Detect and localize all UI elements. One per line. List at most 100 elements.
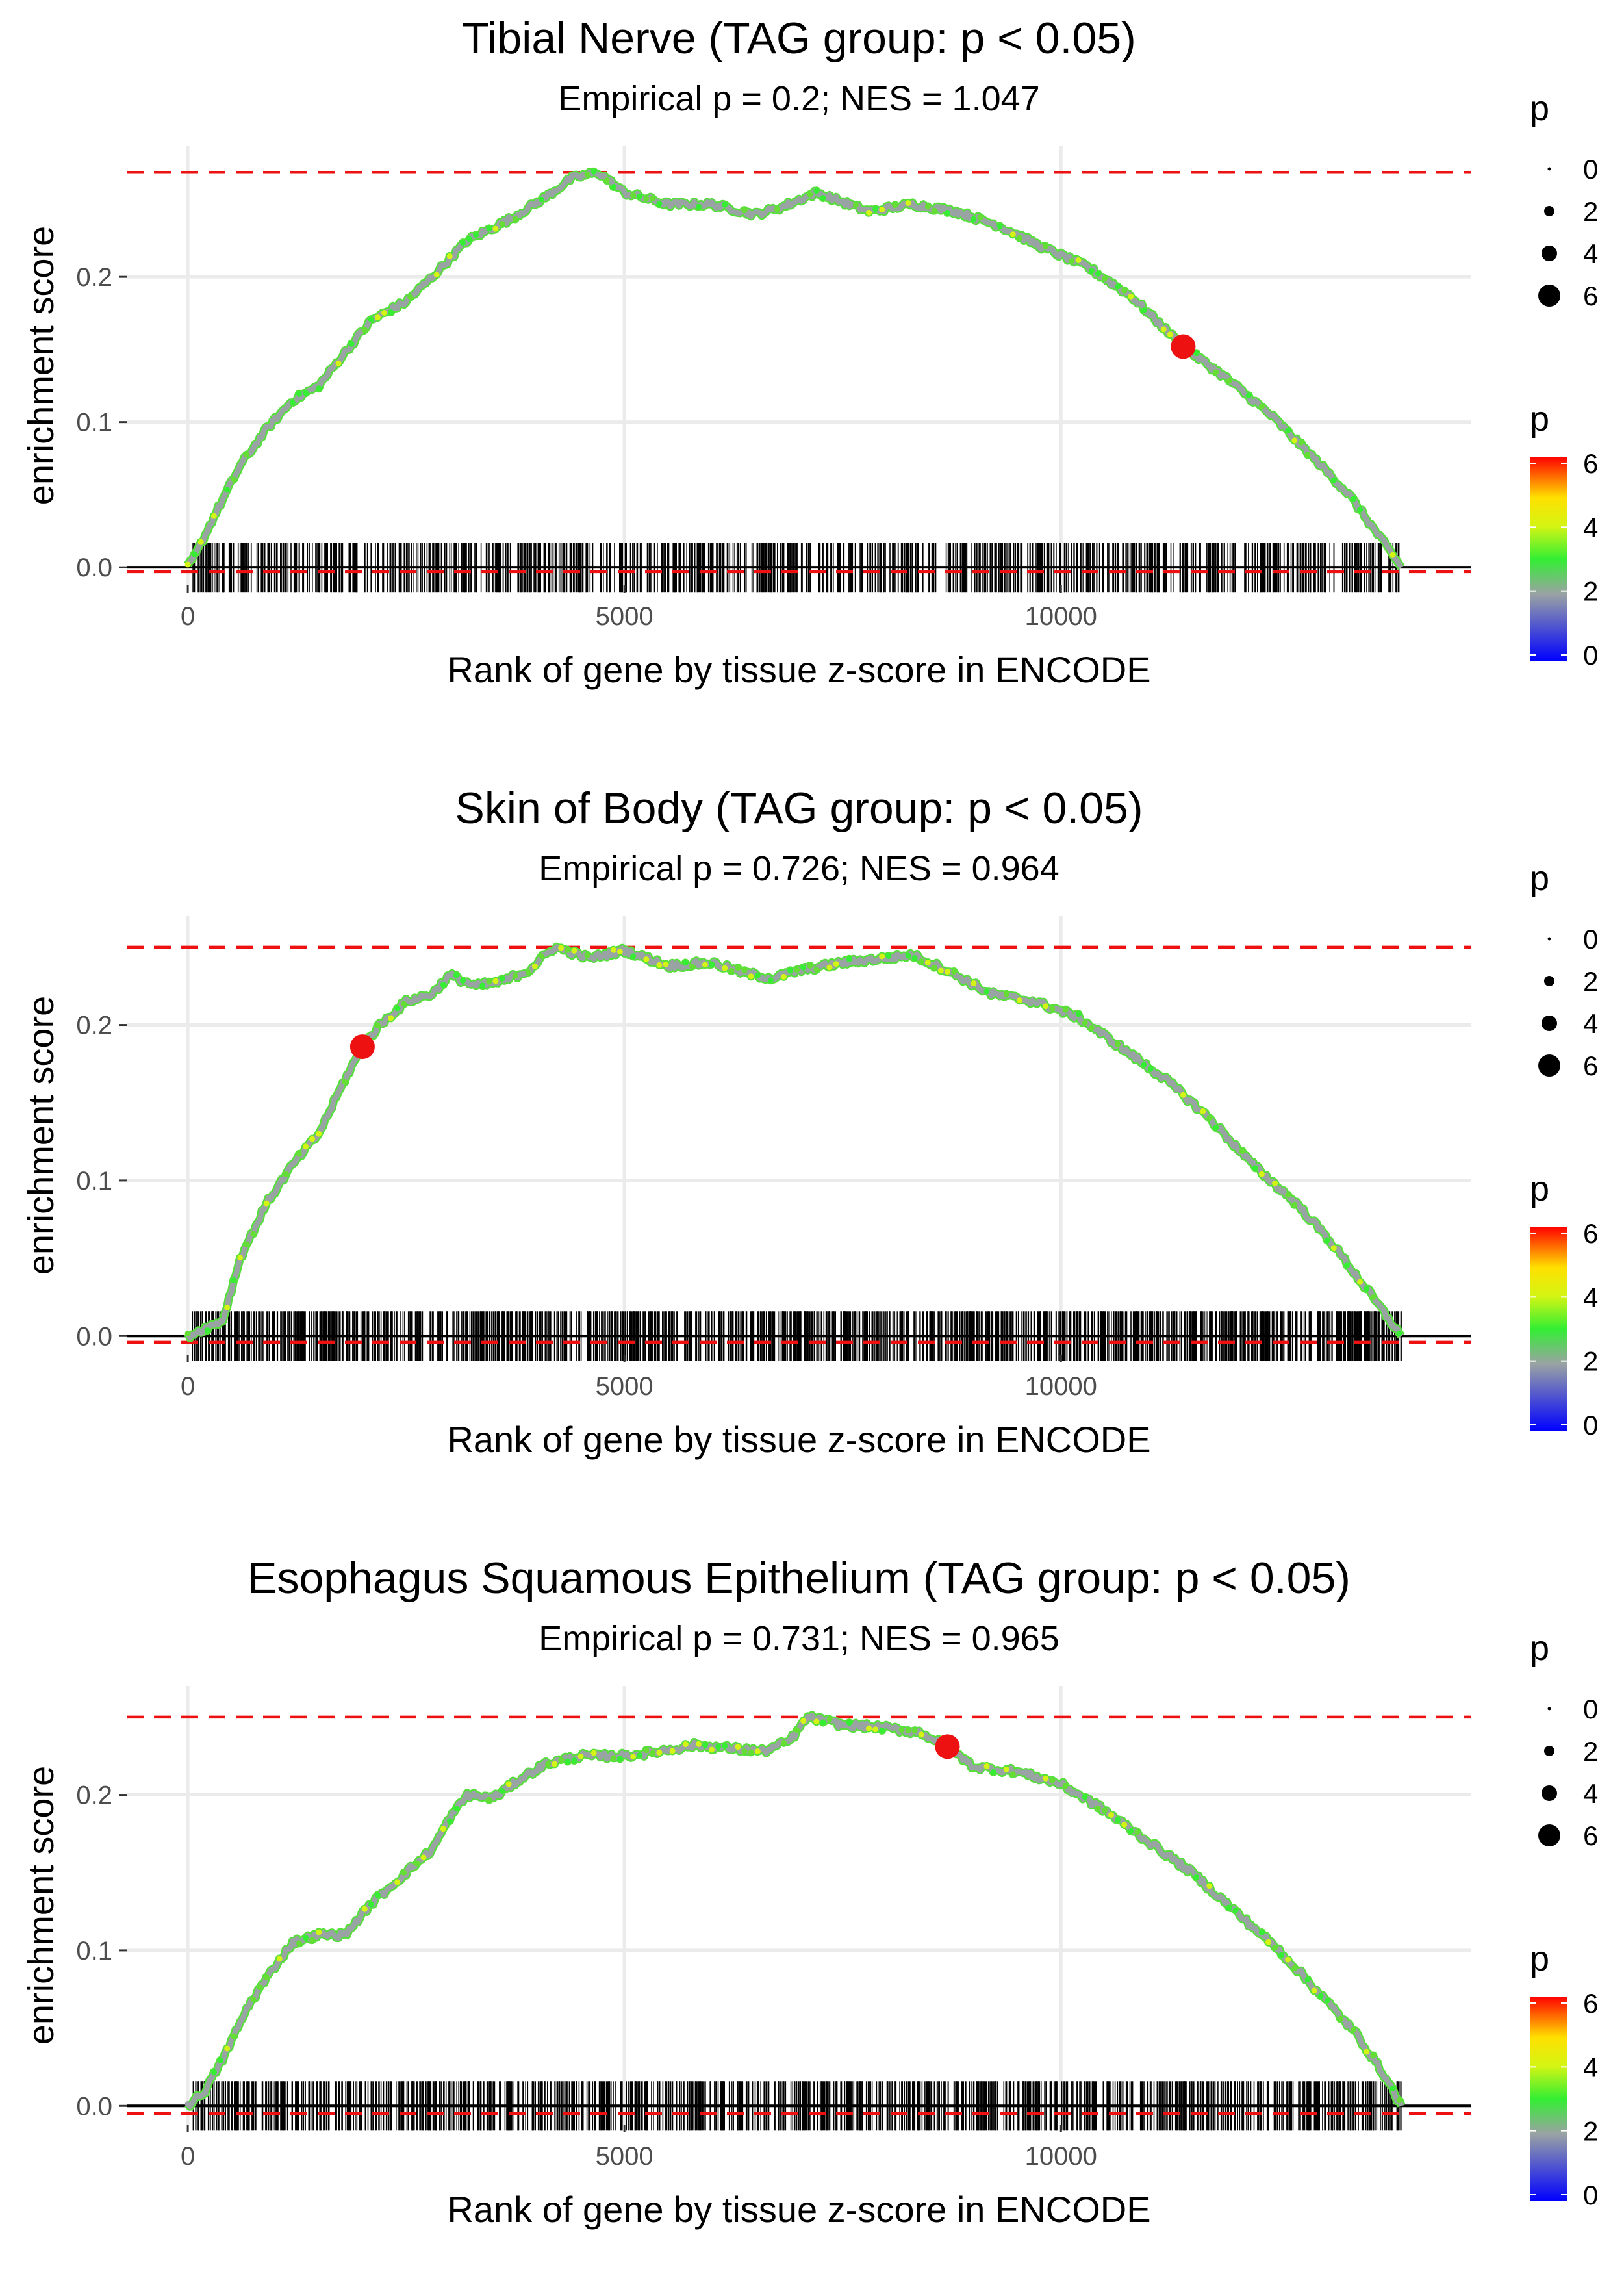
es-point — [1141, 1835, 1147, 1842]
es-point — [453, 1805, 459, 1811]
highlight-point — [349, 1034, 375, 1060]
size-legend-dot — [1542, 1785, 1557, 1801]
es-point — [388, 1015, 394, 1021]
es-point — [813, 966, 820, 973]
size-legend-label: 4 — [1583, 238, 1598, 269]
color-legend-bar — [1530, 1997, 1567, 2201]
es-point — [1383, 1314, 1389, 1320]
es-point — [656, 962, 663, 968]
size-legend-title: p — [1530, 1629, 1549, 1668]
es-point — [754, 209, 761, 215]
es-point — [558, 185, 565, 191]
es-point — [754, 973, 761, 978]
es-point — [794, 967, 800, 973]
es-point — [283, 1171, 289, 1177]
es-point — [1102, 1030, 1108, 1037]
y-tick-label: 0.1 — [76, 409, 112, 437]
es-points — [184, 945, 1402, 1338]
es-point — [1036, 999, 1043, 1005]
es-point — [270, 417, 276, 424]
es-point — [1108, 1811, 1114, 1818]
es-point — [748, 213, 754, 220]
es-point — [637, 953, 643, 960]
es-point — [1213, 1893, 1219, 1900]
es-point — [918, 205, 924, 212]
es-point — [1389, 1323, 1396, 1329]
es-point — [577, 174, 584, 181]
es-point — [250, 1996, 257, 2002]
es-point — [911, 955, 918, 962]
es-point — [1147, 1843, 1154, 1849]
es-point — [539, 196, 544, 203]
es-point — [820, 1719, 826, 1726]
es-point — [839, 198, 846, 205]
es-point — [1364, 1286, 1370, 1292]
es-point — [695, 962, 702, 969]
es-point — [1285, 427, 1291, 433]
color-legend-label: 0 — [1583, 640, 1598, 671]
es-point — [833, 961, 839, 967]
es-point — [1003, 228, 1009, 235]
es-point — [990, 1769, 996, 1775]
es-point — [184, 561, 191, 568]
es-point — [218, 2057, 223, 2063]
es-point — [937, 207, 944, 214]
es-point — [276, 1180, 283, 1186]
es-point — [1095, 1026, 1101, 1032]
es-point — [1088, 1802, 1095, 1809]
es-point — [348, 340, 355, 347]
es-point — [846, 956, 852, 962]
es-point — [263, 1974, 270, 1980]
es-point — [885, 953, 892, 959]
es-point — [794, 198, 800, 204]
es-point — [774, 974, 780, 980]
es-point — [558, 945, 565, 951]
es-point — [728, 1746, 735, 1753]
es-point — [420, 1854, 427, 1861]
es-point — [826, 964, 833, 971]
es-point — [584, 1752, 590, 1758]
es-point — [715, 962, 722, 969]
es-point — [407, 999, 414, 1006]
es-point — [1141, 1062, 1147, 1068]
es-point — [650, 958, 656, 965]
es-point — [1088, 268, 1095, 274]
es-point — [571, 947, 577, 954]
es-point — [1383, 541, 1389, 548]
x-tick-label: 0 — [181, 2142, 195, 2171]
es-point — [1344, 491, 1350, 497]
es-point — [787, 1737, 794, 1743]
es-point — [565, 1758, 571, 1765]
size-legend-label: 4 — [1583, 1778, 1598, 1809]
es-point — [446, 253, 453, 259]
es-point — [761, 1746, 767, 1753]
es-point — [545, 949, 552, 956]
es-point — [918, 1731, 924, 1738]
es-point — [1285, 1956, 1291, 1963]
es-point — [637, 1752, 643, 1758]
es-point — [433, 986, 440, 992]
es-point — [1232, 1141, 1239, 1147]
es-point — [859, 207, 865, 213]
es-point — [1219, 1129, 1226, 1135]
es-point — [1003, 991, 1009, 997]
legend: p 0 2 4 6 p 6 4 2 0 — [1530, 89, 1598, 671]
es-point — [218, 503, 223, 509]
es-point — [820, 961, 826, 967]
es-point — [1049, 1777, 1056, 1783]
es-point — [800, 1718, 807, 1724]
es-point — [1128, 1053, 1134, 1059]
es-point — [964, 1759, 971, 1765]
size-legend-label: 2 — [1583, 1736, 1598, 1767]
es-point — [1167, 331, 1173, 338]
x-tick-label: 0 — [181, 1372, 195, 1401]
size-legend-label: 6 — [1583, 1820, 1598, 1851]
es-point — [577, 1753, 584, 1759]
es-point — [1396, 1330, 1402, 1336]
es-point — [1193, 350, 1200, 357]
es-point — [1154, 1842, 1160, 1848]
es-point — [879, 1727, 885, 1733]
es-point — [270, 1192, 276, 1198]
y-tick-label: 0.2 — [76, 263, 112, 292]
es-point — [276, 1956, 283, 1962]
